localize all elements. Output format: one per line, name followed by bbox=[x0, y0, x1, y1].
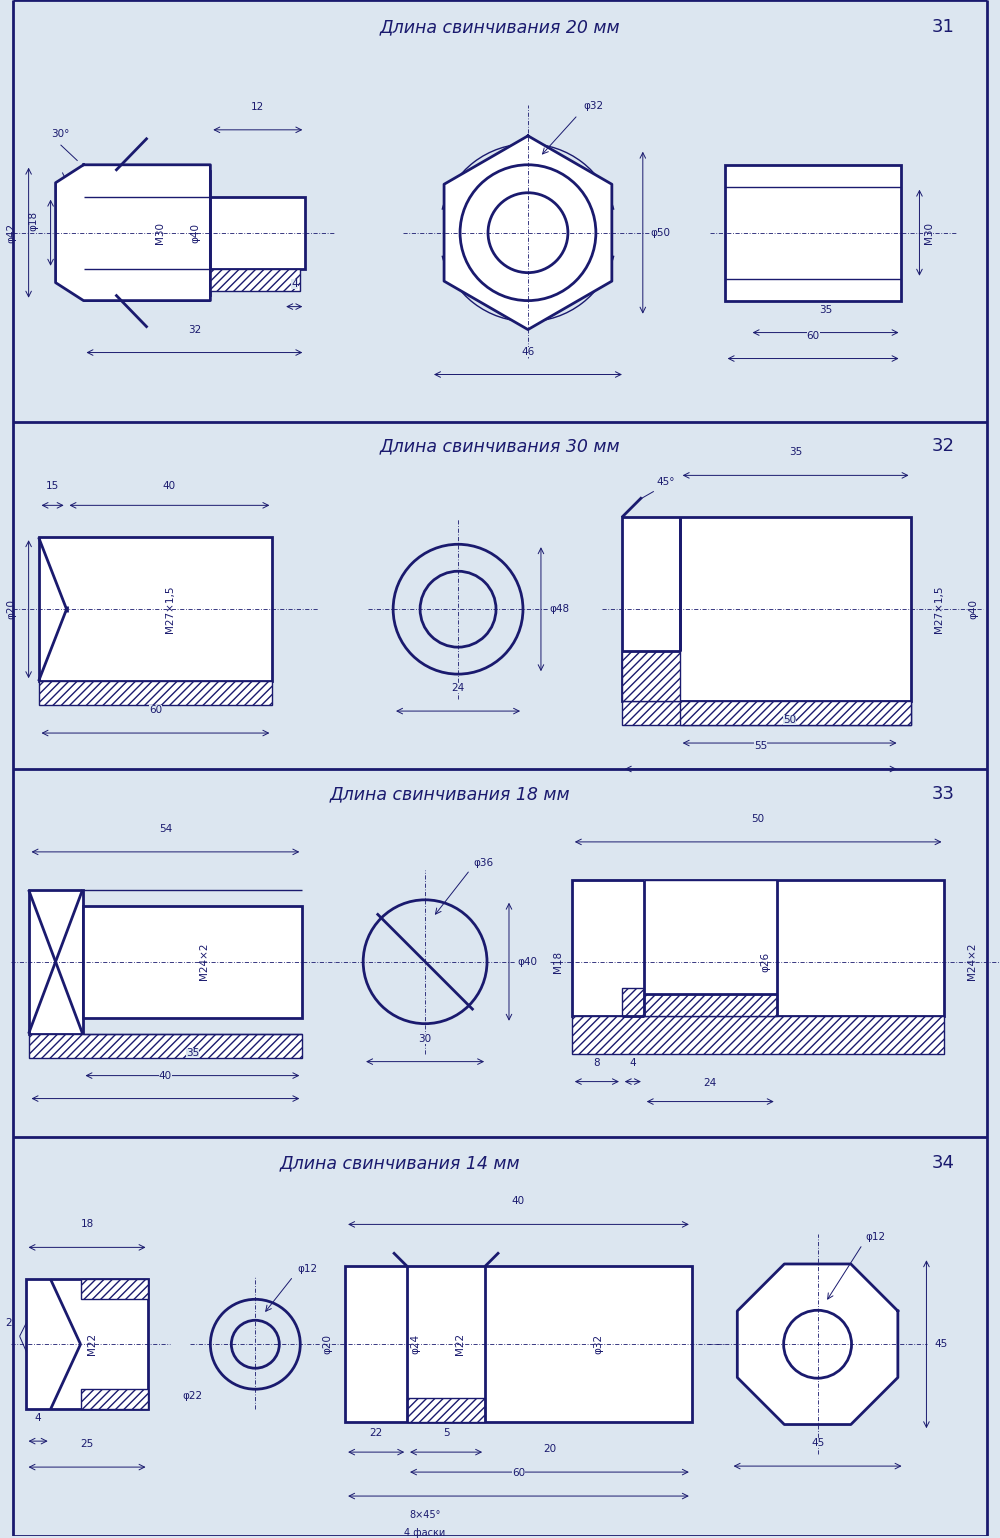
Polygon shape bbox=[737, 1264, 898, 1424]
Text: 4: 4 bbox=[630, 1058, 636, 1067]
Text: 35: 35 bbox=[789, 448, 802, 457]
Text: 35: 35 bbox=[819, 305, 832, 315]
Text: M22: M22 bbox=[87, 1333, 97, 1355]
Text: 31: 31 bbox=[932, 18, 954, 35]
Text: φ32: φ32 bbox=[583, 102, 603, 111]
Text: 55: 55 bbox=[754, 741, 767, 751]
Text: φ20: φ20 bbox=[322, 1335, 332, 1355]
Bar bbox=[644, 880, 777, 994]
Text: 5: 5 bbox=[443, 1429, 449, 1438]
Bar bbox=[83, 906, 302, 1018]
Text: φ32: φ32 bbox=[593, 1333, 603, 1355]
Text: 34: 34 bbox=[931, 1155, 954, 1172]
Text: Длина свинчивания 30 мм: Длина свинчивания 30 мм bbox=[380, 437, 620, 455]
Text: M30: M30 bbox=[155, 221, 165, 243]
Text: M27×1,5: M27×1,5 bbox=[165, 586, 175, 634]
Text: φ12: φ12 bbox=[297, 1264, 317, 1275]
Text: 8×45°: 8×45° bbox=[409, 1510, 441, 1520]
Bar bbox=[81, 1280, 148, 1300]
Text: 45: 45 bbox=[811, 1438, 824, 1449]
Text: φ12: φ12 bbox=[866, 1232, 886, 1243]
Text: 30: 30 bbox=[419, 1034, 432, 1044]
Bar bbox=[39, 681, 272, 704]
Text: 32: 32 bbox=[931, 437, 954, 455]
Text: 60: 60 bbox=[807, 331, 820, 340]
Bar bbox=[26, 1280, 148, 1409]
Bar bbox=[572, 880, 944, 1015]
Text: 45°: 45° bbox=[657, 477, 675, 488]
Text: M18: M18 bbox=[553, 950, 563, 974]
Bar bbox=[622, 651, 680, 701]
Text: φ50: φ50 bbox=[651, 228, 671, 238]
Text: 4 фаски: 4 фаски bbox=[404, 1527, 446, 1538]
Text: 60: 60 bbox=[149, 704, 162, 715]
Text: M24×2: M24×2 bbox=[199, 943, 209, 981]
Text: 40: 40 bbox=[159, 1070, 172, 1081]
Bar bbox=[407, 1398, 485, 1423]
Polygon shape bbox=[56, 165, 210, 300]
Text: 2: 2 bbox=[5, 1318, 12, 1329]
Text: 50: 50 bbox=[783, 715, 796, 724]
Text: 46: 46 bbox=[521, 346, 535, 357]
Text: 18: 18 bbox=[80, 1220, 94, 1229]
Bar bbox=[622, 517, 911, 701]
Text: 54: 54 bbox=[159, 824, 172, 834]
Bar bbox=[345, 1266, 692, 1423]
Bar bbox=[680, 701, 911, 724]
Text: M22: M22 bbox=[455, 1333, 465, 1355]
Text: 24: 24 bbox=[451, 683, 465, 694]
Bar bbox=[29, 891, 83, 1034]
Bar bbox=[622, 701, 911, 724]
Bar bbox=[210, 197, 305, 269]
Text: φ26: φ26 bbox=[760, 952, 770, 972]
Text: 45: 45 bbox=[934, 1340, 948, 1349]
Text: 24: 24 bbox=[704, 1078, 717, 1087]
Text: Длина свинчивания 20 мм: Длина свинчивания 20 мм bbox=[380, 18, 620, 35]
Polygon shape bbox=[444, 135, 612, 329]
Bar bbox=[39, 537, 272, 681]
Text: φ40: φ40 bbox=[517, 957, 537, 967]
Text: 20: 20 bbox=[543, 1444, 556, 1453]
Bar bbox=[116, 171, 210, 295]
Bar bbox=[644, 994, 777, 1015]
Text: 25: 25 bbox=[80, 1440, 94, 1449]
Text: 35: 35 bbox=[186, 1047, 199, 1058]
Text: 22: 22 bbox=[370, 1429, 383, 1438]
Text: 50: 50 bbox=[752, 814, 765, 824]
Text: 40: 40 bbox=[512, 1197, 525, 1206]
Text: M24×2: M24×2 bbox=[967, 943, 977, 981]
Text: φ48: φ48 bbox=[549, 604, 569, 614]
Text: 8: 8 bbox=[594, 1058, 600, 1067]
Text: M27×1,5: M27×1,5 bbox=[934, 586, 944, 634]
Bar bbox=[725, 165, 901, 300]
Text: 40: 40 bbox=[163, 481, 176, 491]
Text: φ42: φ42 bbox=[7, 223, 17, 243]
Bar bbox=[572, 1015, 944, 1054]
Text: φ40: φ40 bbox=[190, 223, 200, 243]
Text: φ36: φ36 bbox=[473, 858, 493, 867]
Text: 30°: 30° bbox=[51, 129, 70, 138]
Text: M30: M30 bbox=[924, 221, 934, 243]
Text: Длина свинчивания 14 мм: Длина свинчивания 14 мм bbox=[280, 1155, 520, 1172]
Bar bbox=[81, 1389, 148, 1409]
Text: φ24: φ24 bbox=[410, 1333, 420, 1355]
Text: 4: 4 bbox=[291, 278, 298, 289]
Text: 15: 15 bbox=[46, 481, 59, 491]
Text: 12: 12 bbox=[251, 102, 264, 112]
Bar bbox=[210, 269, 300, 291]
Text: 33: 33 bbox=[931, 784, 954, 803]
Text: φ22: φ22 bbox=[182, 1392, 202, 1401]
Text: Длина свинчивания 18 мм: Длина свинчивания 18 мм bbox=[330, 784, 570, 803]
Text: φ20: φ20 bbox=[7, 600, 17, 620]
Text: 4: 4 bbox=[35, 1413, 41, 1423]
Text: φ40: φ40 bbox=[968, 600, 978, 620]
Text: 60: 60 bbox=[512, 1469, 525, 1478]
Bar bbox=[29, 1034, 302, 1058]
Bar bbox=[622, 987, 644, 1015]
Text: φ18: φ18 bbox=[29, 211, 39, 231]
Text: 32: 32 bbox=[188, 325, 201, 335]
